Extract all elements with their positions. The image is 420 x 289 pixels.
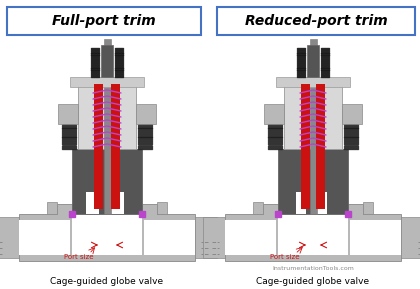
Bar [111, 84, 120, 209]
Bar [278, 214, 348, 255]
Bar [94, 84, 103, 209]
Bar [284, 79, 342, 149]
FancyBboxPatch shape [217, 7, 415, 35]
Text: Cage-guided globe valve: Cage-guided globe valve [257, 277, 370, 286]
Text: Port size: Port size [270, 254, 300, 260]
Bar [104, 39, 111, 214]
Bar [72, 214, 142, 255]
Bar [342, 104, 362, 124]
Bar [264, 104, 284, 124]
Bar [19, 220, 70, 255]
Bar [62, 124, 76, 149]
Bar [268, 124, 282, 149]
Bar [278, 149, 348, 214]
Bar [344, 124, 358, 149]
Bar [72, 149, 142, 214]
Bar [86, 192, 99, 214]
Bar [401, 217, 420, 258]
Bar [144, 220, 195, 255]
Bar [58, 104, 78, 124]
Bar [301, 84, 310, 209]
Bar [225, 220, 276, 255]
Text: Cage-guided globe valve: Cage-guided globe valve [50, 277, 163, 286]
Bar [136, 104, 156, 124]
Text: Port size: Port size [64, 254, 94, 260]
Bar [350, 220, 401, 255]
FancyBboxPatch shape [7, 7, 201, 35]
Text: Reduced-port trim: Reduced-port trim [244, 14, 387, 28]
Bar [253, 202, 263, 214]
Polygon shape [19, 204, 195, 261]
Text: Full-port trim: Full-port trim [52, 14, 156, 28]
Bar [195, 217, 217, 258]
Bar [363, 202, 373, 214]
Bar [111, 192, 124, 214]
Bar [0, 217, 19, 258]
Bar [70, 77, 144, 87]
Bar [157, 202, 167, 214]
Bar [203, 217, 225, 258]
Bar [296, 192, 306, 214]
Bar [138, 124, 152, 149]
Polygon shape [225, 204, 401, 261]
Bar [47, 202, 57, 214]
Bar [310, 39, 317, 214]
Bar [78, 79, 136, 149]
Bar [276, 77, 350, 87]
Bar [316, 84, 325, 209]
Bar [307, 45, 319, 77]
Text: InstrumentationTools.com: InstrumentationTools.com [272, 266, 354, 271]
Bar [317, 192, 327, 214]
Bar [101, 45, 113, 77]
